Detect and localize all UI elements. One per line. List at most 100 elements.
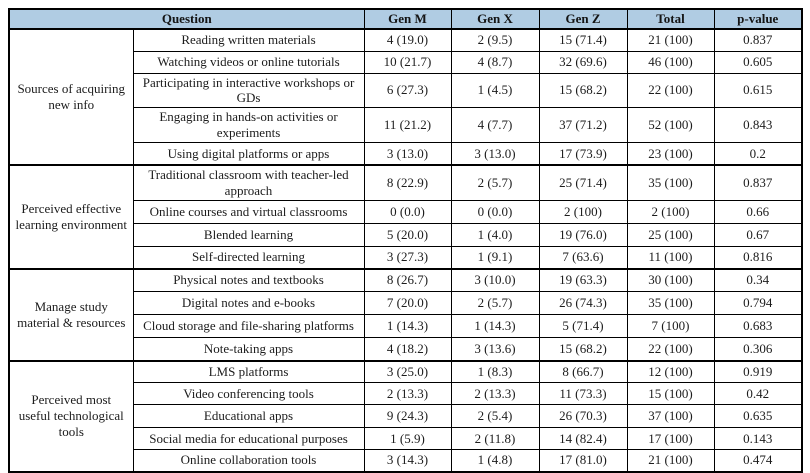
question-cell: Watching videos or online tutorials — [132, 50, 365, 74]
gen-z-cell: 26 (74.3) — [538, 291, 628, 316]
gen-m-cell: 3 (14.3) — [363, 449, 452, 473]
table-row: Perceived most useful technological tool… — [8, 359, 803, 473]
table-row: Using digital platforms or apps 3 (13.0)… — [9, 141, 803, 166]
question-cell: Social media for educational purposes — [132, 427, 365, 451]
p-value-cell: 0.837 — [713, 164, 803, 202]
gen-x-cell: 1 (4.8) — [450, 449, 540, 473]
table-row: Educational apps 9 (24.3) 2 (5.4) 26 (70… — [9, 404, 803, 429]
question-cell: Traditional classroom with teacher-led a… — [132, 164, 365, 202]
total-cell: 12 (100) — [626, 359, 715, 384]
gen-m-cell: 2 (13.3) — [363, 382, 452, 406]
gen-z-cell: 25 (71.4) — [538, 164, 628, 202]
gen-z-cell: 11 (73.3) — [538, 382, 628, 406]
table-row: Watching videos or online tutorials 10 (… — [9, 50, 803, 74]
question-cell: Engaging in hands-on activities or exper… — [132, 107, 365, 143]
group-label-perceived-most-useful-technological-tools: Perceived most useful technological tool… — [8, 359, 134, 473]
p-value-cell: 0.843 — [713, 107, 803, 143]
total-cell: 37 (100) — [626, 404, 715, 429]
gen-z-cell: 17 (81.0) — [538, 449, 628, 473]
total-cell: 15 (100) — [626, 382, 715, 406]
gen-m-cell: 1 (5.9) — [363, 427, 452, 451]
gen-x-cell: 1 (9.1) — [450, 246, 540, 270]
gen-m-cell: 7 (20.0) — [363, 291, 452, 316]
table-row: Sources of acquiring new info Reading wr… — [8, 27, 803, 166]
gen-x-cell: 0 (0.0) — [450, 200, 540, 225]
question-cell: Online collaboration tools — [132, 449, 365, 473]
gen-z-cell: 26 (70.3) — [538, 404, 628, 429]
gen-m-cell: 11 (21.2) — [363, 107, 452, 143]
total-cell: 23 (100) — [626, 141, 715, 166]
total-cell: 52 (100) — [626, 107, 715, 143]
gen-x-cell: 2 (13.3) — [450, 382, 540, 406]
total-cell: 35 (100) — [626, 164, 715, 202]
results-table-container: Question Gen M Gen X Gen Z Total p-value… — [8, 8, 803, 473]
gen-m-cell: 8 (22.9) — [363, 164, 452, 202]
gen-x-cell: 1 (4.5) — [450, 72, 540, 109]
gen-m-cell: 3 (13.0) — [363, 141, 452, 166]
p-value-cell: 0.683 — [713, 314, 803, 339]
table-row: Digital notes and e-books 7 (20.0) 2 (5.… — [9, 291, 803, 316]
results-table: Question Gen M Gen X Gen Z Total p-value… — [8, 8, 803, 473]
gen-m-cell: 5 (20.0) — [363, 223, 452, 248]
column-header-question: Question — [8, 8, 365, 30]
p-value-cell: 0.474 — [713, 449, 803, 473]
gen-z-cell: 7 (63.6) — [538, 246, 628, 270]
gen-m-cell: 1 (14.3) — [363, 314, 452, 339]
gen-x-cell: 1 (4.0) — [450, 223, 540, 248]
question-cell: LMS platforms — [132, 359, 365, 384]
total-cell: 22 (100) — [626, 72, 715, 109]
table-row: Perceived effective learning environment… — [8, 164, 803, 270]
total-cell: 21 (100) — [626, 449, 715, 473]
total-cell: 17 (100) — [626, 427, 715, 451]
p-value-cell: 0.143 — [713, 427, 803, 451]
question-cell: Using digital platforms or apps — [132, 141, 365, 166]
gen-m-cell: 8 (26.7) — [363, 267, 452, 293]
column-header-total: Total — [626, 8, 715, 30]
column-header-gen-x: Gen X — [450, 8, 540, 30]
gen-m-cell: 4 (19.0) — [363, 28, 452, 52]
p-value-cell: 0.794 — [713, 291, 803, 316]
question-cell: Digital notes and e-books — [132, 291, 365, 316]
header-row: Question Gen M Gen X Gen Z Total p-value — [8, 8, 803, 30]
gen-z-cell: 32 (69.6) — [538, 50, 628, 74]
gen-m-cell: 3 (27.3) — [363, 246, 452, 270]
table-row: Cloud storage and file-sharing platforms… — [9, 314, 803, 339]
p-value-cell: 0.816 — [713, 246, 803, 270]
p-value-cell: 0.42 — [713, 382, 803, 406]
total-cell: 25 (100) — [626, 223, 715, 248]
total-cell: 30 (100) — [626, 267, 715, 293]
gen-x-cell: 2 (5.7) — [450, 291, 540, 316]
gen-z-cell: 15 (68.2) — [538, 337, 628, 362]
p-value-cell: 0.66 — [713, 200, 803, 225]
gen-z-cell: 15 (68.2) — [538, 72, 628, 109]
p-value-cell: 0.2 — [713, 141, 803, 166]
gen-x-cell: 2 (11.8) — [450, 427, 540, 451]
group-label-perceived-effective-learning-environment: Perceived effective learning environment — [8, 164, 134, 270]
column-header-p-value: p-value — [713, 8, 803, 30]
gen-x-cell: 3 (13.0) — [450, 141, 540, 166]
p-value-cell: 0.67 — [713, 223, 803, 248]
question-cell: Note-taking apps — [132, 337, 365, 362]
gen-m-cell: 9 (24.3) — [363, 404, 452, 429]
gen-z-cell: 14 (82.4) — [538, 427, 628, 451]
table-row: Engaging in hands-on activities or exper… — [9, 107, 803, 143]
group-label-manage-study-material-resources: Manage study material & resources — [8, 267, 134, 362]
total-cell: 46 (100) — [626, 50, 715, 74]
table-row: Online courses and virtual classrooms 0 … — [9, 200, 803, 225]
gen-z-cell: 17 (73.9) — [538, 141, 628, 166]
gen-m-cell: 3 (25.0) — [363, 359, 452, 384]
column-header-gen-m: Gen M — [363, 8, 452, 30]
p-value-cell: 0.837 — [713, 28, 803, 52]
gen-x-cell: 2 (9.5) — [450, 28, 540, 52]
p-value-cell: 0.306 — [713, 337, 803, 362]
gen-z-cell: 15 (71.4) — [538, 28, 628, 52]
total-cell: 22 (100) — [626, 337, 715, 362]
question-cell: Self-directed learning — [132, 246, 365, 270]
question-cell: Physical notes and textbooks — [132, 267, 365, 293]
question-cell: Video conferencing tools — [132, 382, 365, 406]
p-value-cell: 0.615 — [713, 72, 803, 109]
p-value-cell: 0.635 — [713, 404, 803, 429]
gen-z-cell: 5 (71.4) — [538, 314, 628, 339]
p-value-cell: 0.34 — [713, 267, 803, 293]
gen-x-cell: 1 (14.3) — [450, 314, 540, 339]
